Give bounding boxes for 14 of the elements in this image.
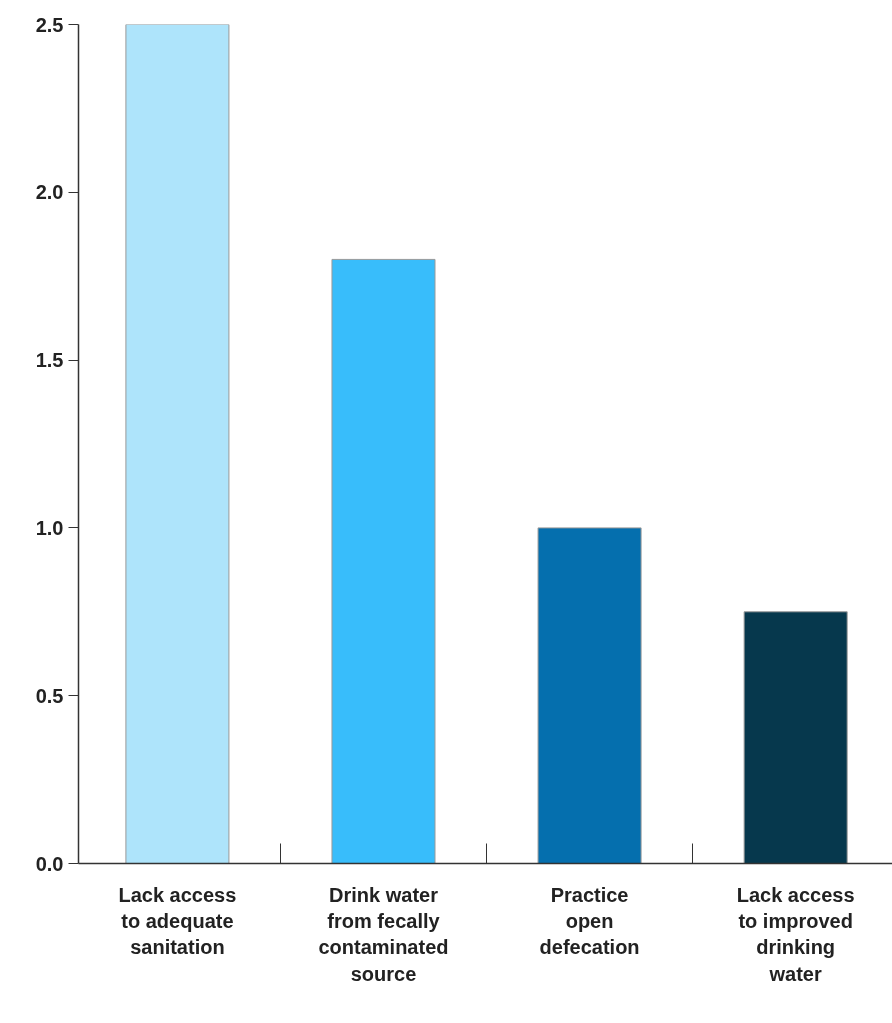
y-tick-label: 0.5 <box>35 684 64 707</box>
x-tick-label: Drink water from fecally contaminated source <box>318 883 449 985</box>
x-tick-label: Lack access to improved drinking water <box>736 883 855 985</box>
y-tick-label: 1.0 <box>35 516 64 539</box>
x-tick-label: Lack access to adequate sanitation <box>118 883 237 959</box>
y-tick-label: 2.0 <box>35 181 64 204</box>
bar <box>743 611 848 864</box>
x-tick-label: Practice open defecation <box>539 883 640 959</box>
y-tick-label: 1.5 <box>35 349 64 372</box>
bar <box>537 527 642 864</box>
y-tick-label: 0.0 <box>35 852 64 875</box>
bar <box>125 24 230 864</box>
y-tick-label: 2.5 <box>35 13 64 36</box>
bar <box>331 258 436 864</box>
